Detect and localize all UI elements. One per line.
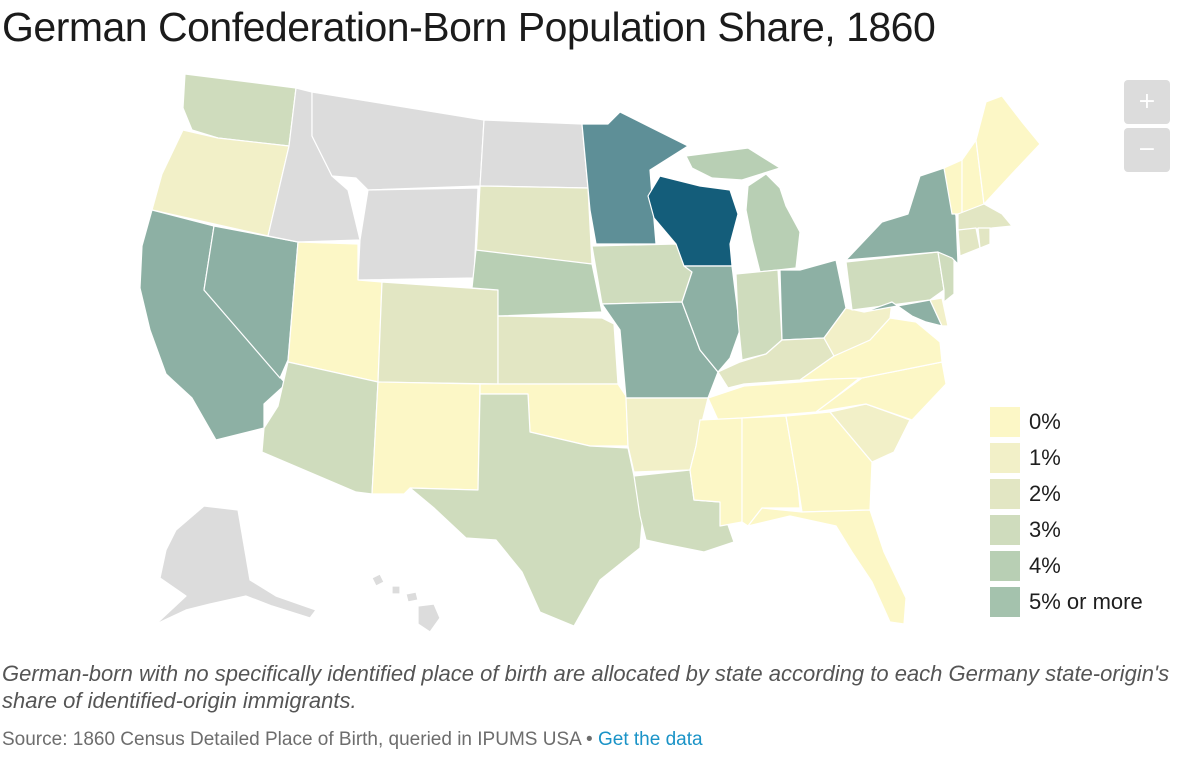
state-colorado[interactable]	[377, 281, 499, 385]
choropleth-map[interactable]	[0, 60, 1180, 650]
state-wyoming[interactable]	[357, 187, 479, 281]
zoom-in-button[interactable]: +	[1124, 80, 1170, 124]
state-rhode-island[interactable]	[977, 227, 991, 249]
legend-item-5: 5% or more	[990, 584, 1143, 620]
zoom-out-button[interactable]: −	[1124, 128, 1170, 172]
methodology-note: German-born with no specifically identif…	[2, 661, 1170, 713]
legend-label-1: 1%	[1029, 445, 1061, 470]
legend-label-5: 5% or more	[1029, 589, 1143, 614]
legend-label-0: 0%	[1029, 409, 1061, 434]
legend-item-0: 0%	[990, 404, 1143, 440]
legend-label-4: 4%	[1029, 553, 1061, 578]
source-line: Source: 1860 Census Detailed Place of Bi…	[2, 729, 703, 751]
legend-swatch-2	[990, 479, 1020, 509]
state-delaware[interactable]	[929, 297, 949, 327]
state-texas[interactable]	[409, 393, 645, 627]
legend-item-1: 1%	[990, 440, 1143, 476]
legend-item-3: 3%	[990, 512, 1143, 548]
get-the-data-link[interactable]: Get the data	[597, 729, 703, 750]
state-new-york[interactable]	[845, 167, 959, 265]
legend-swatch-1	[990, 443, 1020, 473]
state-west-virginia[interactable]	[823, 301, 893, 357]
legend-item-4: 4%	[990, 548, 1143, 584]
state-iowa[interactable]	[591, 243, 693, 305]
state-new-mexico[interactable]	[371, 381, 481, 495]
legend-label-2: 2%	[1029, 481, 1061, 506]
legend-label-3: 3%	[1029, 517, 1061, 542]
page-title: German Confederation-Born Population Sha…	[2, 4, 936, 50]
legend-swatch-4	[990, 551, 1020, 581]
state-north-dakota[interactable]	[479, 119, 589, 189]
us-states-map[interactable]	[0, 60, 1180, 650]
state-florida[interactable]	[747, 507, 907, 625]
state-maine[interactable]	[975, 95, 1041, 205]
legend-swatch-3	[990, 515, 1020, 545]
source-text: Source: 1860 Census Detailed Place of Bi…	[2, 729, 598, 750]
legend-swatch-0	[990, 407, 1020, 437]
state-north-carolina[interactable]	[815, 361, 947, 421]
legend-item-2: 2%	[990, 476, 1143, 512]
state-alaska[interactable]	[155, 505, 317, 625]
state-montana[interactable]	[311, 91, 485, 191]
state-connecticut[interactable]	[957, 227, 981, 257]
state-michigan[interactable]	[685, 147, 801, 273]
state-kansas[interactable]	[497, 315, 619, 385]
state-hawaii[interactable]	[371, 573, 441, 633]
legend-swatch-5	[990, 587, 1020, 617]
map-legend: 0% 1% 2% 3% 4% 5% or more	[990, 404, 1143, 620]
